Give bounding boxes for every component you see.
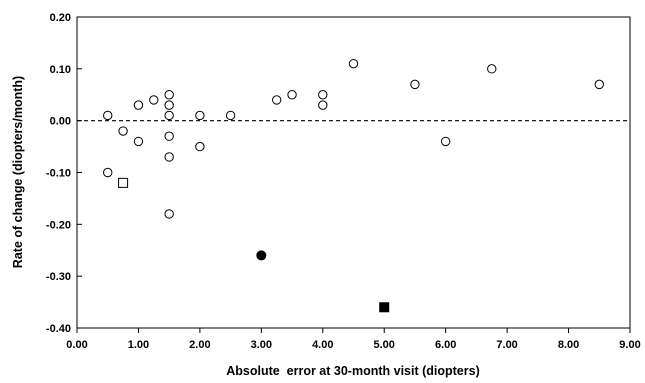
open-circle-point (410, 79, 420, 90)
open-circle-point (287, 90, 297, 100)
x-tick-label: 5.00 (374, 339, 395, 351)
open-circle-point (164, 100, 174, 110)
open-circle-point (118, 126, 128, 136)
y-tick-label: -0.40 (46, 323, 71, 335)
open-circle-point (594, 79, 604, 90)
open-circle-point (195, 110, 205, 121)
open-circle-point (103, 167, 113, 178)
open-square-point (118, 177, 129, 188)
y-tick-label: -0.10 (46, 168, 71, 180)
open-circle-point (164, 152, 174, 162)
x-tick-label: 6.00 (435, 339, 456, 351)
filled-circle-point (256, 250, 267, 261)
open-circle-point (271, 95, 282, 105)
open-circle-point (440, 136, 451, 147)
x-axis-title: Absolute error at 30-month visit (diopte… (226, 364, 480, 378)
open-circle-point (318, 90, 328, 100)
x-tick-label: 9.00 (619, 339, 640, 351)
filled-square-point (379, 302, 390, 313)
x-tick-label: 0.00 (66, 339, 87, 351)
open-circle-point (103, 110, 113, 121)
open-circle-point (149, 95, 159, 105)
x-tick-label: 2.00 (189, 339, 210, 351)
y-tick-label: 0.20 (50, 12, 71, 24)
open-circle-point (348, 58, 359, 69)
y-axis-title: Rate of change (diopters/month) (11, 76, 25, 268)
y-tick-label: 0.00 (50, 116, 71, 128)
open-circle-point (164, 110, 174, 121)
y-axis-ticks: 0.20 0.10 0.00 -0.10 -0.20 -0.30 -0.40 (46, 12, 82, 335)
x-tick-label: 7.00 (496, 339, 517, 351)
x-axis-ticks: 0.00 1.00 2.00 3.00 4.00 5.00 6.00 7.00 8.00 9.00 (66, 328, 641, 351)
x-tick-label: 1.00 (128, 339, 149, 351)
data-points (103, 58, 604, 313)
open-circle-point (487, 64, 497, 74)
open-circle-point (133, 100, 144, 110)
x-tick-label: 8.00 (558, 339, 579, 351)
open-circle-point (225, 110, 236, 121)
open-circle-point (318, 100, 328, 110)
open-circle-point (195, 141, 205, 152)
open-circle-point (164, 131, 174, 141)
open-circle-point (164, 90, 174, 100)
y-tick-label: 0.10 (50, 64, 71, 76)
open-circle-point (164, 209, 174, 219)
x-tick-label: 3.00 (251, 339, 272, 351)
y-tick-label: -0.30 (46, 271, 71, 283)
open-circle-point (133, 136, 144, 147)
x-tick-label: 4.00 (312, 339, 333, 351)
y-tick-label: -0.20 (46, 219, 71, 231)
